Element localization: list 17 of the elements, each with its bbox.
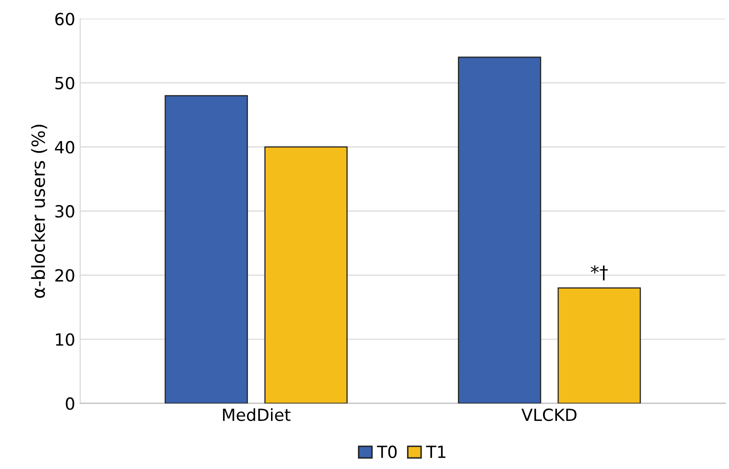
bar: [164, 95, 248, 404]
y-tick-label: 40: [54, 140, 74, 154]
legend-label: T0: [376, 446, 397, 458]
y-axis-title: α-blocker users (%): [31, 124, 48, 298]
x-tick-label: VLCKD: [521, 408, 576, 422]
legend-label: T1: [426, 446, 446, 458]
y-tick-label: 10: [56, 333, 74, 346]
annotation: *†: [590, 265, 608, 280]
bar: [558, 287, 641, 404]
y-tick-label: 20: [55, 269, 74, 282]
bar: [264, 146, 348, 404]
y-tick-label: 0: [66, 397, 74, 410]
y-tick-label: 30: [55, 205, 74, 218]
y-tick-label: 50: [55, 76, 74, 90]
x-tick-label: MedDiet: [223, 408, 290, 422]
y-tick-label: 60: [55, 12, 74, 26]
bar: [458, 56, 542, 404]
